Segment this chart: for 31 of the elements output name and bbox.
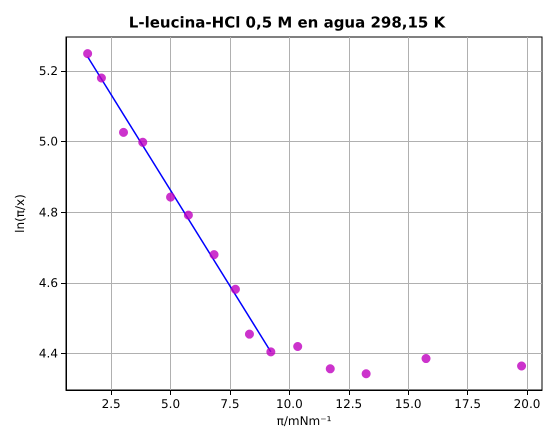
- point: [422, 354, 431, 364]
- x-tick-label: 20.0: [514, 397, 540, 411]
- y-tick-label: 5.2: [38, 64, 58, 78]
- y-tick-label: 4.6: [38, 276, 58, 290]
- x-tick-label: 12.5: [335, 397, 362, 411]
- point: [210, 250, 219, 260]
- point: [293, 342, 302, 352]
- point: [96, 73, 106, 82]
- point: [230, 284, 240, 294]
- x-tick-label: 10.0: [276, 397, 303, 411]
- x-tick-label: 17.5: [454, 397, 481, 411]
- point: [244, 330, 254, 339]
- point: [184, 210, 193, 220]
- point: [517, 361, 526, 370]
- x-tick-label: 7.5: [220, 397, 240, 411]
- x-tick-label: 5.0: [161, 397, 180, 411]
- point: [166, 192, 176, 202]
- x-tick-label: 15.0: [394, 397, 422, 411]
- point: [266, 347, 276, 356]
- point: [138, 138, 148, 147]
- y-tick-label: 4.8: [38, 205, 58, 220]
- point: [119, 128, 128, 137]
- y-axis-title: ln(π/x): [13, 194, 27, 233]
- y-tick-label: 5.0: [38, 134, 58, 149]
- y-tick-label: 4.4: [38, 346, 58, 361]
- point: [83, 49, 92, 58]
- x-tick-label: 2.5: [102, 397, 121, 411]
- point: [362, 369, 371, 378]
- point: [326, 364, 335, 374]
- chart-title: L-leucina-HCl 0,5 M en agua 298,15 K: [128, 14, 447, 32]
- x-axis-title: π/mNm⁻¹: [276, 414, 332, 428]
